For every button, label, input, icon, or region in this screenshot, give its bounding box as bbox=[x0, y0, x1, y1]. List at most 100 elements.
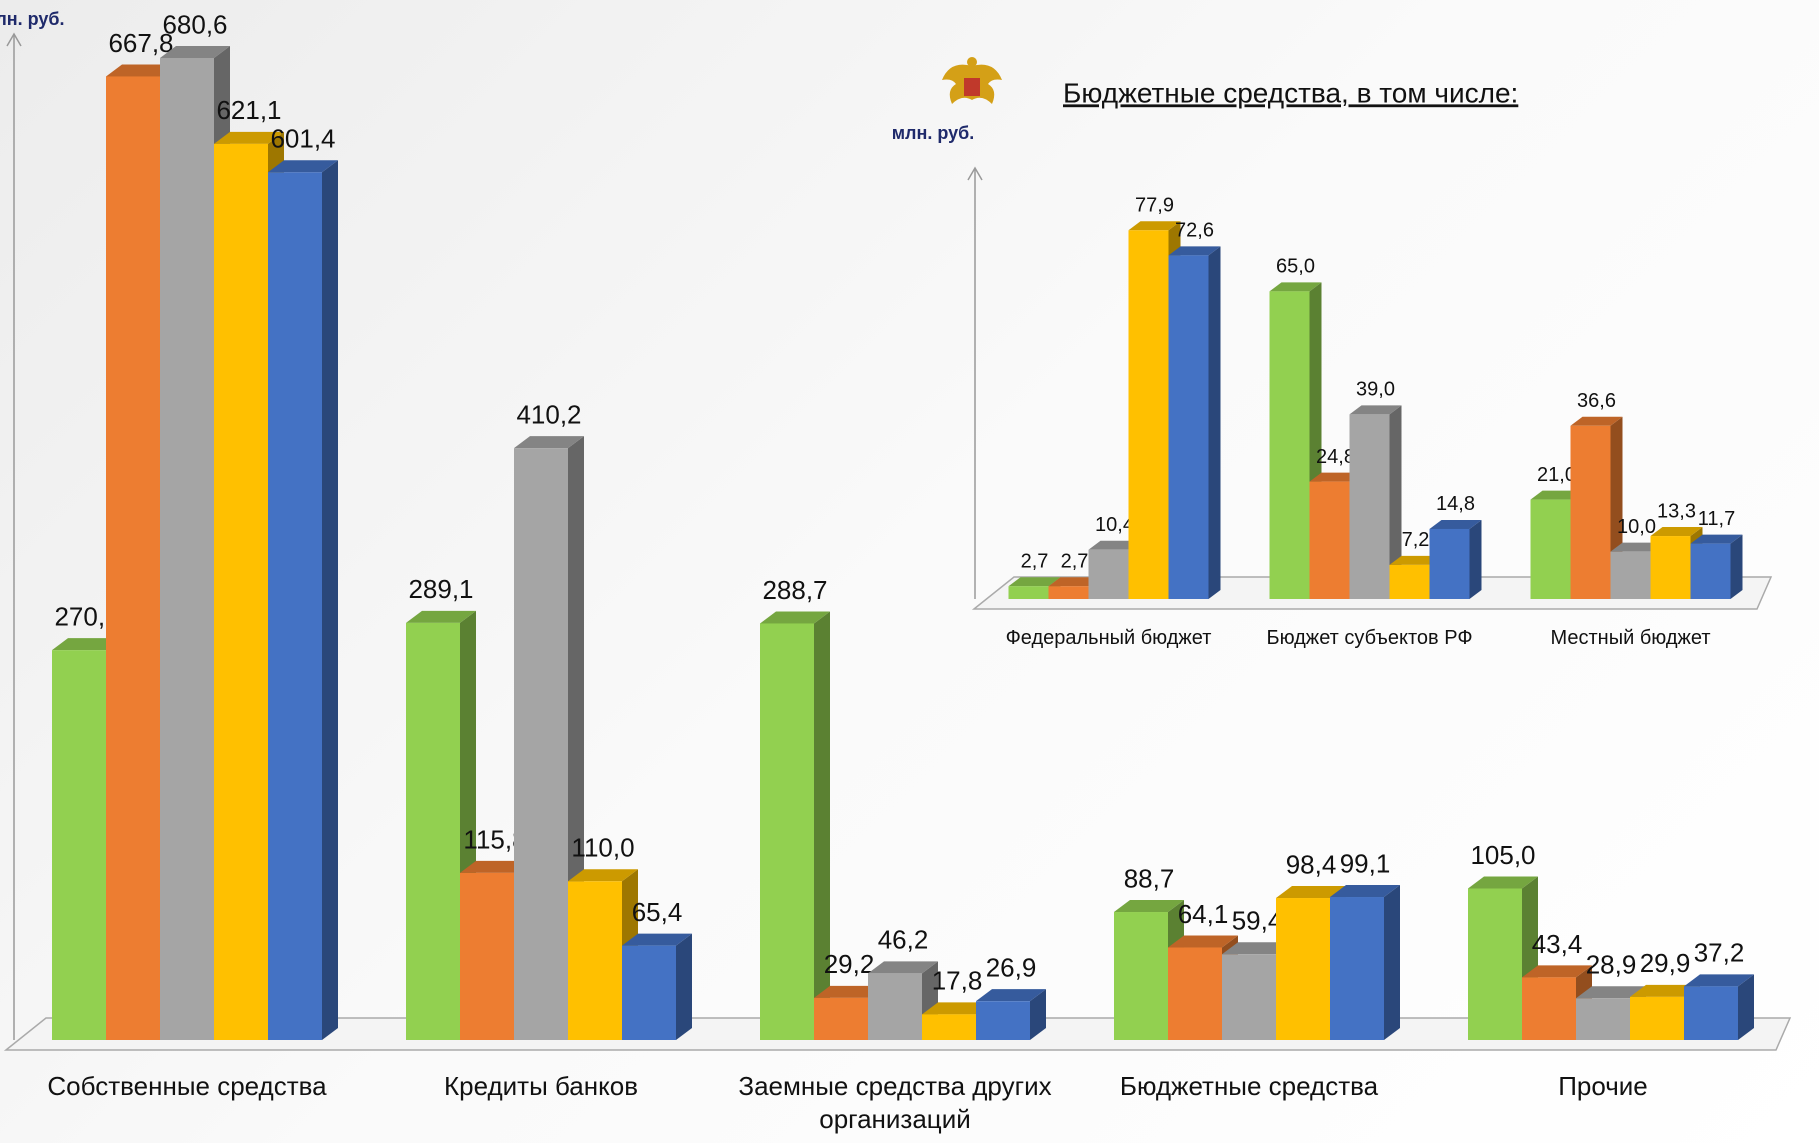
value-label: 289,1 bbox=[408, 574, 473, 604]
bar bbox=[460, 872, 514, 1040]
value-label: 10,4 bbox=[1095, 514, 1134, 536]
bar-top bbox=[760, 611, 830, 624]
axis-arrow bbox=[967, 166, 983, 181]
value-label: 77,9 bbox=[1135, 195, 1174, 217]
value-label: 11,7 bbox=[1698, 508, 1735, 530]
bar-top bbox=[406, 610, 476, 623]
bar bbox=[1168, 255, 1209, 600]
bar-top bbox=[814, 985, 884, 998]
bar bbox=[1008, 586, 1049, 599]
bar bbox=[1330, 897, 1384, 1040]
value-label: 29,9 bbox=[1640, 948, 1691, 978]
value-label: 7,2 bbox=[1402, 529, 1430, 551]
x-tick-label: Прочие bbox=[1558, 1071, 1648, 1101]
bar bbox=[868, 973, 922, 1040]
bar-top bbox=[1650, 527, 1703, 537]
bar bbox=[1650, 536, 1691, 599]
bar-top bbox=[622, 933, 692, 946]
bar-side bbox=[322, 160, 338, 1040]
value-label: 72,6 bbox=[1175, 220, 1214, 242]
bar bbox=[976, 1001, 1030, 1040]
bar-top bbox=[1389, 555, 1442, 565]
bar bbox=[1690, 543, 1731, 599]
bar bbox=[814, 997, 868, 1040]
bar-top bbox=[1576, 986, 1646, 999]
bar bbox=[622, 945, 676, 1040]
bar bbox=[160, 57, 214, 1040]
value-label: 59,4 bbox=[1232, 906, 1283, 936]
bar bbox=[760, 623, 814, 1040]
bar-top bbox=[1088, 540, 1141, 550]
value-label: 28,9 bbox=[1586, 950, 1637, 980]
value-label: 13,3 bbox=[1657, 500, 1696, 522]
bar-top bbox=[1008, 577, 1061, 587]
x-tick-label: Собственные средства bbox=[47, 1071, 327, 1101]
bar bbox=[1048, 586, 1089, 599]
bar-side bbox=[676, 933, 692, 1040]
bar-top bbox=[1684, 974, 1754, 987]
bar-side bbox=[1730, 534, 1743, 599]
value-label: 105,0 bbox=[1470, 840, 1535, 870]
value-label: 110,0 bbox=[571, 833, 634, 863]
bar-top bbox=[1309, 472, 1362, 482]
bar-top bbox=[1114, 900, 1184, 913]
value-label: 667,8 bbox=[108, 28, 173, 58]
bar-top bbox=[268, 160, 338, 173]
bar bbox=[1630, 996, 1684, 1040]
bar-top bbox=[106, 64, 176, 77]
value-label: 39,0 bbox=[1356, 379, 1395, 401]
bar-top bbox=[1530, 490, 1583, 500]
bar bbox=[1114, 912, 1168, 1040]
value-label: 26,9 bbox=[986, 953, 1037, 983]
bar bbox=[1168, 947, 1222, 1040]
inset-title: Бюджетные средства, в том числе: bbox=[1063, 77, 1518, 108]
y-axis-label: млн. руб. bbox=[0, 9, 65, 29]
bar bbox=[1088, 549, 1129, 599]
bar bbox=[1429, 528, 1470, 599]
bar bbox=[1269, 291, 1310, 599]
bar-top bbox=[1330, 885, 1400, 898]
bar-top bbox=[214, 131, 284, 144]
bar bbox=[1610, 551, 1651, 599]
bar-top bbox=[1610, 542, 1663, 552]
bar-top bbox=[868, 961, 938, 974]
bar-side bbox=[1030, 989, 1046, 1040]
value-label: 410,2 bbox=[516, 400, 581, 430]
bar bbox=[1276, 898, 1330, 1040]
bar-side bbox=[1384, 885, 1400, 1040]
bar-top bbox=[1630, 984, 1700, 997]
bar bbox=[1684, 986, 1738, 1040]
bar-top bbox=[1048, 577, 1101, 587]
value-label: 37,2 bbox=[1694, 938, 1745, 968]
bar-top bbox=[1269, 282, 1322, 292]
bar-top bbox=[52, 638, 122, 651]
bar bbox=[1570, 425, 1611, 599]
x-tick-label: Федеральный бюджет bbox=[1005, 627, 1212, 649]
bar-top bbox=[514, 436, 584, 449]
value-label: 65,0 bbox=[1276, 256, 1315, 278]
bar-top bbox=[160, 45, 230, 58]
bar bbox=[922, 1014, 976, 1040]
bar bbox=[1128, 230, 1169, 600]
bar-top bbox=[976, 989, 1046, 1002]
value-label: 88,7 bbox=[1124, 863, 1175, 893]
axis-arrow bbox=[6, 32, 22, 47]
x-tick-label: Кредиты банков bbox=[443, 1071, 639, 1101]
value-label: 64,1 bbox=[1178, 899, 1229, 929]
value-label: 680,6 bbox=[162, 9, 227, 39]
bar bbox=[406, 622, 460, 1040]
bar-top bbox=[1276, 886, 1346, 899]
bar bbox=[268, 172, 322, 1040]
bar-top bbox=[1570, 416, 1623, 426]
x-tick-label: Бюджетные средства bbox=[1119, 1071, 1379, 1101]
value-label: 43,4 bbox=[1532, 929, 1583, 959]
value-label: 46,2 bbox=[878, 925, 929, 955]
bar-top bbox=[1429, 519, 1482, 529]
bar bbox=[52, 650, 106, 1040]
y-axis-label: млн. руб. bbox=[892, 123, 975, 143]
value-label: 99,1 bbox=[1340, 848, 1391, 878]
emblem bbox=[942, 57, 1002, 104]
value-label: 10,0 bbox=[1617, 516, 1656, 538]
